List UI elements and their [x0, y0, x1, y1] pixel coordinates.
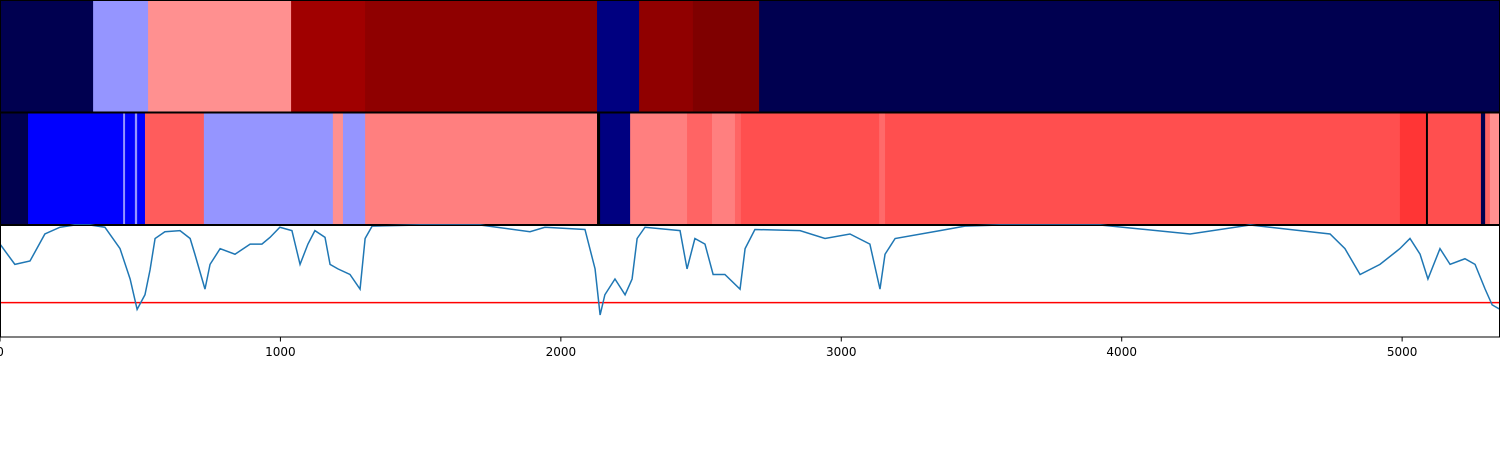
segment	[1489, 112, 1500, 225]
segment	[597, 0, 640, 113]
segment	[123, 112, 126, 225]
segment	[291, 0, 366, 113]
x-tick-label: 3000	[826, 345, 857, 359]
segment	[687, 112, 713, 225]
x-tick-label: 1000	[265, 345, 296, 359]
segment	[365, 0, 598, 113]
x-tick-label: 2000	[546, 345, 577, 359]
x-tick-label: 4000	[1106, 345, 1137, 359]
segment	[203, 112, 334, 225]
segment	[630, 112, 688, 225]
segment	[93, 0, 149, 113]
segment	[740, 112, 880, 225]
segment	[0, 0, 94, 113]
segment	[759, 0, 1500, 113]
segment	[134, 112, 138, 225]
segment	[137, 112, 146, 225]
segment	[148, 0, 292, 113]
segment	[639, 0, 694, 113]
segment	[1399, 112, 1427, 225]
segment	[600, 112, 631, 225]
x-tick-label: 5000	[1387, 345, 1418, 359]
segment	[28, 112, 124, 225]
segment	[1427, 112, 1482, 225]
segment	[712, 112, 736, 225]
segment	[0, 112, 29, 225]
line-series	[0, 224, 1500, 316]
panel-frame	[0, 225, 1500, 338]
segment	[144, 112, 205, 225]
segment	[692, 0, 760, 113]
segment	[1480, 112, 1486, 225]
segment	[125, 112, 136, 225]
segment	[342, 112, 366, 225]
segment	[885, 112, 1401, 225]
segment	[597, 112, 601, 225]
segment	[1425, 112, 1429, 225]
x-tick-label: 0	[0, 345, 4, 359]
segment	[365, 112, 598, 225]
segment	[879, 112, 886, 225]
segment	[1485, 112, 1491, 225]
segment	[332, 112, 344, 225]
segment	[734, 112, 742, 225]
